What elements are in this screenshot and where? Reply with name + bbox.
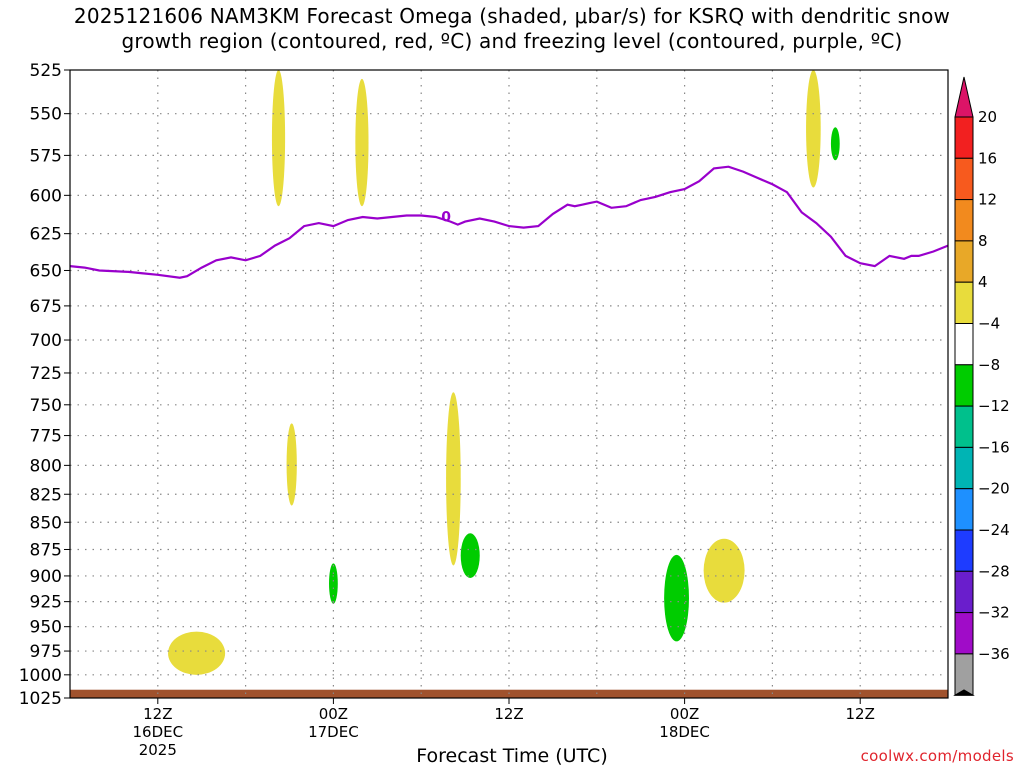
colorbar-bin-6	[954, 323, 974, 366]
y-tick-label-550: 550	[30, 105, 62, 125]
omega-cell-yellow-3	[446, 392, 461, 566]
omega-cell-yellow-0	[271, 69, 286, 207]
y-tick-label-625: 625	[30, 225, 62, 245]
y-tick-label-1025: 1025	[19, 689, 62, 709]
y-tick-label-725: 725	[30, 364, 62, 384]
credit-link[interactable]: coolwx.com/models	[860, 747, 1014, 765]
colorbar-label-4: 4	[978, 273, 988, 291]
colorbar-label-2: 12	[978, 191, 997, 209]
y-tick-label-875: 875	[30, 540, 62, 560]
colorbar-label-6: −8	[978, 356, 1000, 374]
colorbar-bin-7	[954, 364, 974, 407]
colorbar-label-8: −16	[978, 438, 1010, 456]
colorbar-bin-9	[954, 446, 974, 490]
colorbar-bin-11	[954, 529, 974, 572]
colorbar-label-7: −12	[978, 397, 1010, 415]
colorbar-bin-10	[954, 488, 974, 531]
colorbar-bin-15	[953, 689, 975, 696]
y-tick-label-525: 525	[30, 61, 62, 81]
omega-cell-yellow-4	[806, 70, 821, 188]
y-tick-label-900: 900	[30, 567, 62, 587]
x-tick-label-42-0: 00Z	[670, 705, 699, 723]
omega-cell-green-2	[460, 533, 480, 579]
y-tick-label-650: 650	[30, 261, 62, 281]
omega-cell-yellow-2	[286, 423, 297, 506]
y-tick-label-800: 800	[30, 456, 62, 476]
colorbar-label-5: −4	[978, 315, 1000, 333]
colorbar-bin-2	[954, 157, 974, 201]
x-tick-label-30-0: 12Z	[494, 705, 523, 723]
colorbar-label-10: −24	[978, 521, 1010, 539]
x-tick-label-18-1: 17DEC	[308, 723, 359, 741]
title-line-2: growth region (contoured, red, ºC) and f…	[121, 29, 903, 53]
colorbar-bin-1	[954, 116, 974, 159]
y-tick-label-600: 600	[30, 186, 62, 206]
x-tick-label-54-0: 12Z	[846, 705, 875, 723]
y-tick-label-775: 775	[30, 427, 62, 447]
freezing-level-line	[69, 165, 949, 279]
colorbar-bin-5	[954, 281, 974, 325]
freezing-level-label: 0	[441, 209, 451, 225]
colorbar-bin-3	[954, 199, 974, 242]
x-tick-label-6-0: 12Z	[143, 705, 172, 723]
y-tick-label-700: 700	[30, 331, 62, 351]
y-tick-label-850: 850	[30, 513, 62, 533]
y-tick-label-975: 975	[30, 642, 62, 662]
title-line-1: 2025121606 NAM3KM Forecast Omega (shaded…	[73, 4, 951, 28]
colorbar-bin-12	[954, 570, 974, 614]
y-tick-label-825: 825	[30, 485, 62, 505]
colorbar-bin-14	[954, 653, 974, 696]
colorbar-label-13: −36	[978, 645, 1010, 663]
y-tick-label-675: 675	[30, 297, 62, 317]
colorbar-bin-13	[954, 612, 974, 655]
y-tick-label-1000: 1000	[19, 666, 62, 686]
x-tick-label-42-1: 18DEC	[659, 723, 710, 741]
colorbar-label-9: −20	[978, 480, 1010, 498]
x-tick-label-6-2: 2025	[139, 741, 177, 759]
colorbar-label-3: 8	[978, 232, 988, 250]
colorbar-bin-0	[954, 76, 974, 118]
colorbar-label-0: 20	[978, 108, 997, 126]
y-tick-label-925: 925	[30, 593, 62, 613]
colorbar-label-1: 16	[978, 149, 997, 167]
omega-cell-yellow-6	[703, 538, 745, 603]
chart-title: 2025121606 NAM3KM Forecast Omega (shaded…	[0, 4, 1024, 54]
omega-cell-green-3	[664, 554, 689, 642]
omega-cell-green-0	[830, 127, 840, 161]
y-tick-label-750: 750	[30, 396, 62, 416]
x-tick-label-6-1: 16DEC	[133, 723, 184, 741]
colorbar-bin-8	[954, 405, 974, 448]
omega-cell-yellow-5	[168, 631, 226, 675]
omega-cell-yellow-1	[355, 78, 369, 207]
y-tick-label-575: 575	[30, 146, 62, 166]
colorbar-bin-4	[954, 240, 974, 283]
y-tick-label-950: 950	[30, 618, 62, 638]
colorbar-label-11: −28	[978, 562, 1010, 580]
x-axis-label: Forecast Time (UTC)	[416, 745, 608, 767]
colorbar-label-12: −32	[978, 604, 1010, 622]
x-tick-label-18-0: 00Z	[319, 705, 348, 723]
omega-cell-green-1	[329, 563, 338, 604]
